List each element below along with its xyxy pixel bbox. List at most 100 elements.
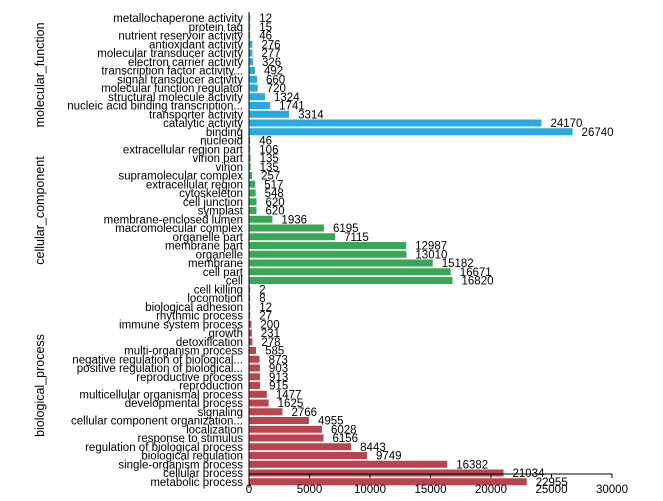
bar <box>249 154 251 162</box>
value-label: 4955 <box>318 416 344 428</box>
category-label: metallochaperone activity <box>113 13 243 25</box>
bar <box>249 390 267 398</box>
value-label: 903 <box>269 363 288 375</box>
bar <box>249 242 407 249</box>
value-label: 548 <box>265 188 284 200</box>
bar <box>249 277 453 284</box>
value-label: 16820 <box>462 276 494 288</box>
category-label: symplast <box>198 206 244 218</box>
category-label: cell junction <box>183 197 243 209</box>
x-tick-label: 25000 <box>536 484 568 496</box>
bar <box>249 417 309 424</box>
category-label: membrane <box>188 258 243 270</box>
category-label: cell killing <box>194 284 243 296</box>
value-label: 6028 <box>331 424 357 436</box>
bar <box>249 347 257 354</box>
category-label: membrane-enclosed lumen <box>104 214 243 226</box>
bar <box>249 285 251 293</box>
category-label: transcription factor activity... <box>101 66 243 78</box>
category-label: signaling <box>198 407 243 419</box>
value-label: 12987 <box>415 241 447 253</box>
bar <box>249 163 251 171</box>
bar <box>249 250 407 258</box>
value-label: 135 <box>260 153 279 165</box>
category-label: nutrient reservoir activity <box>118 31 243 43</box>
value-label: 12 <box>259 302 272 314</box>
bar <box>249 312 251 319</box>
bar <box>249 198 257 206</box>
bar <box>249 40 253 48</box>
bar <box>249 23 251 31</box>
value-label: 27 <box>259 311 272 323</box>
value-label: 135 <box>260 162 279 174</box>
category-label: binding <box>206 127 243 139</box>
value-label: 278 <box>261 337 280 349</box>
x-tick-label: 30000 <box>596 484 628 496</box>
category-label: reproductive process <box>136 372 243 384</box>
category-label: extracellular region part <box>123 144 244 156</box>
bar <box>249 399 269 407</box>
value-label: 913 <box>269 372 288 384</box>
x-tick-label: 10000 <box>354 484 386 496</box>
bar <box>249 460 448 468</box>
value-label: 720 <box>267 83 286 95</box>
bar <box>249 443 352 451</box>
bar <box>249 172 253 179</box>
value-label: 1936 <box>281 214 307 226</box>
value-label: 620 <box>266 197 285 209</box>
category-label: locomotion <box>187 293 243 305</box>
category-label: macromolecular complex <box>115 223 243 235</box>
category-label: signal transducer activity <box>117 74 243 86</box>
value-label: 326 <box>262 57 281 69</box>
bar <box>249 128 573 136</box>
group-label: biological_process <box>33 334 47 437</box>
category-label: catalytic activity <box>163 118 243 130</box>
value-label: 3314 <box>298 109 324 121</box>
group-molecular-function: metallochaperone activity 12 protein tag 15… <box>33 13 614 139</box>
bar <box>249 58 253 66</box>
category-label: membrane part <box>165 241 244 253</box>
bar <box>249 224 324 232</box>
value-label: 9749 <box>376 451 402 463</box>
category-label: transporter activity <box>149 109 243 121</box>
bar <box>249 469 504 477</box>
bar <box>249 180 256 188</box>
bar <box>249 329 252 337</box>
category-label: single-organism process <box>118 459 243 471</box>
value-label: 620 <box>266 206 285 218</box>
bar <box>249 207 257 214</box>
category-label: nucleoid <box>200 136 243 148</box>
category-label: protein tag <box>189 22 243 34</box>
category-label: structural molecule activity <box>108 92 243 104</box>
value-label: 585 <box>265 346 284 358</box>
category-label: cell <box>226 276 243 288</box>
category-label: regulation of biological process <box>85 442 243 454</box>
bar <box>249 382 261 389</box>
value-label: 277 <box>261 48 280 60</box>
bar <box>249 14 251 22</box>
value-label: 492 <box>264 66 283 78</box>
bar <box>249 294 251 302</box>
category-label: immune system process <box>119 319 243 331</box>
category-label: supramolecular complex <box>118 171 243 183</box>
bar <box>249 137 251 144</box>
bar <box>249 189 256 197</box>
value-label: 2766 <box>291 407 317 419</box>
bar <box>249 364 260 372</box>
category-label: cellular component organization... <box>71 416 243 428</box>
x-tick-label: 5000 <box>297 484 323 496</box>
category-label: multicellular organismal process <box>79 389 243 401</box>
bar <box>249 75 257 83</box>
category-label: cellular process <box>163 468 243 480</box>
category-label: cell part <box>203 267 244 279</box>
value-label: 873 <box>269 354 288 366</box>
category-label: antioxidant activity <box>149 39 243 51</box>
category-label: multi-organism process <box>124 346 243 358</box>
category-label: electron carrier activity <box>128 57 243 69</box>
value-label: 46 <box>259 31 272 43</box>
value-label: 1625 <box>278 398 304 410</box>
value-label: 13010 <box>415 249 447 261</box>
category-label: cytoskeleton <box>179 188 243 200</box>
value-label: 276 <box>261 39 280 51</box>
bar <box>249 355 260 363</box>
